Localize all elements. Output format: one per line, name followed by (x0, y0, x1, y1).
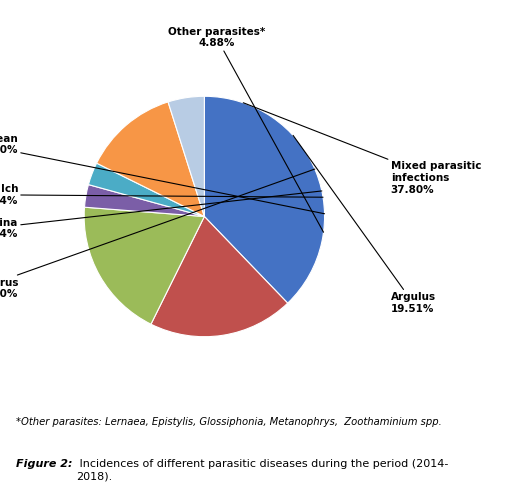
Text: *Other parasites: Lernaea, Epistylis, Glossiphonia, Metanophrys,  Zoothaminium s: *Other parasites: Lernaea, Epistylis, Gl… (16, 417, 441, 427)
Text: Trichodina
3.04%: Trichodina 3.04% (0, 191, 322, 239)
Wedge shape (89, 163, 204, 216)
Wedge shape (84, 207, 204, 324)
Wedge shape (84, 185, 204, 216)
Wedge shape (168, 96, 204, 216)
Wedge shape (204, 96, 324, 303)
Text: Incidences of different parasitic diseases during the period (2014-
2018).: Incidences of different parasitic diseas… (76, 459, 449, 481)
Text: Argulus
19.51%: Argulus 19.51% (293, 135, 436, 314)
Text: Other parasites*
4.88%: Other parasites* 4.88% (168, 27, 323, 232)
Text: Dactylogyrus
18.90%: Dactylogyrus 18.90% (0, 169, 315, 299)
Text: Figure 2:: Figure 2: (16, 459, 72, 469)
Text: Mixed parasitic
infections
37.80%: Mixed parasitic infections 37.80% (243, 103, 481, 195)
Text: Ich
3.04%: Ich 3.04% (0, 184, 323, 206)
Text: Myxosporean
12.80%: Myxosporean 12.80% (0, 133, 324, 214)
Wedge shape (96, 102, 204, 216)
Wedge shape (151, 216, 288, 337)
